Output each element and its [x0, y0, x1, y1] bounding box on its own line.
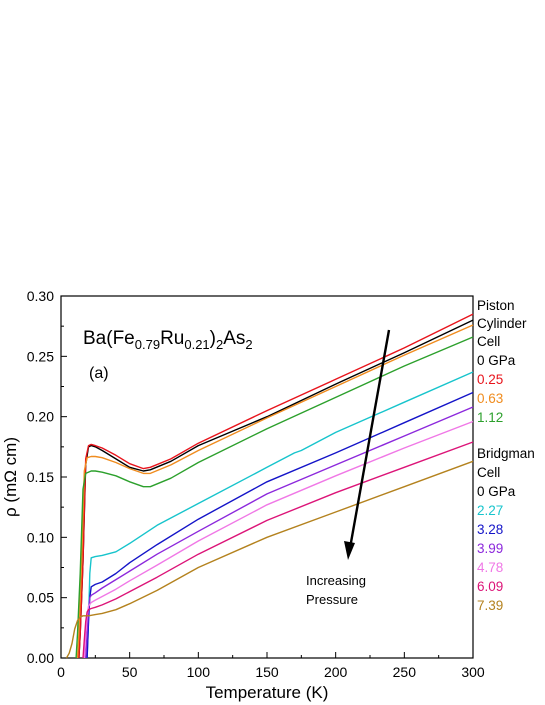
legend-entry-0.25: 0.25 [477, 372, 503, 387]
formula-part-4: As [223, 328, 245, 349]
series-line-0.63-2 [76, 324, 474, 659]
formula-sub-4: 2 [245, 337, 252, 352]
legend-header-bridgman: Bridgman [477, 446, 535, 461]
legend-entry-6.09: 6.09 [477, 579, 503, 594]
series-line-6.09-9 [82, 441, 474, 659]
legend-entry-0.63: 0.63 [477, 391, 503, 406]
annotation-line-2: Pressure [306, 592, 358, 607]
legend-entry-3.99: 3.99 [477, 541, 503, 556]
annotation-line-1: Increasing [306, 573, 366, 588]
x-axis-ticks: 0 50 100 150 200 250 300 [57, 652, 485, 680]
x-tick-label: 0 [57, 664, 65, 680]
formula-sub-1: 0.79 [135, 337, 160, 352]
y-axis-ticks: 0.00 0.05 0.10 0.15 0.20 0.25 0.30 [27, 288, 67, 666]
series-line-0.25-1 [78, 313, 474, 659]
formula-part-1: Ba(Fe [83, 328, 135, 349]
legend-entry-0gpa-bridgman: 0 GPa [477, 484, 516, 499]
series-line-2.27-5 [86, 371, 474, 659]
y-tick-label: 0.15 [27, 469, 54, 485]
legend: Piston Cylinder Cell 0 GPa 0.25 0.63 1.1… [477, 298, 535, 613]
y-axis-title: ρ (mΩ cm) [1, 437, 20, 517]
x-tick-label: 200 [324, 664, 348, 680]
series-line-3.28-6 [86, 391, 474, 659]
y-tick-label: 0.25 [27, 348, 54, 364]
compound-formula: Ba(Fe0.79Ru0.21)2As2 [83, 328, 253, 352]
series-line-7.39-10 [65, 460, 474, 659]
panel-label: (a) [89, 365, 109, 382]
legend-entry-4.78: 4.78 [477, 560, 503, 575]
legend-entry-3.28: 3.28 [477, 522, 503, 537]
legend-header-cell-2: Cell [477, 465, 500, 480]
legend-header-cylinder: Cylinder [477, 316, 527, 331]
legend-header-piston: Piston [477, 298, 515, 313]
series-line-4.78-8 [83, 420, 474, 659]
legend-entry-7.39: 7.39 [477, 598, 503, 613]
formula-sub-3: 2 [216, 337, 223, 352]
x-tick-label: 50 [122, 664, 138, 680]
formula-part-2: Ru [160, 328, 184, 349]
formula-sub-2: 0.21 [184, 337, 209, 352]
x-tick-label: 100 [187, 664, 211, 680]
y-tick-label: 0.30 [27, 288, 54, 304]
formula-part-3: ) [210, 328, 216, 349]
series-line-0-gpa-0 [78, 319, 474, 659]
y-tick-label: 0.20 [27, 409, 54, 425]
x-axis-title: Temperature (K) [206, 683, 329, 702]
pressure-arrow-shaft [348, 329, 391, 549]
legend-header-cell-1: Cell [477, 334, 500, 349]
series-layer [65, 313, 474, 659]
y-tick-label: 0.10 [27, 529, 54, 545]
x-tick-label: 300 [461, 664, 485, 680]
plot-frame [60, 295, 474, 659]
legend-entry-2.27: 2.27 [477, 503, 503, 518]
y-tick-label: 0.00 [27, 650, 54, 666]
x-tick-label: 150 [255, 664, 279, 680]
x-tick-label: 250 [393, 664, 417, 680]
series-line-1.12-3 [75, 336, 474, 659]
legend-entry-1.12: 1.12 [477, 410, 503, 425]
y-tick-label: 0.05 [27, 590, 54, 606]
pressure-arrow-head [344, 541, 355, 560]
legend-entry-0gpa-piston: 0 GPa [477, 353, 516, 368]
